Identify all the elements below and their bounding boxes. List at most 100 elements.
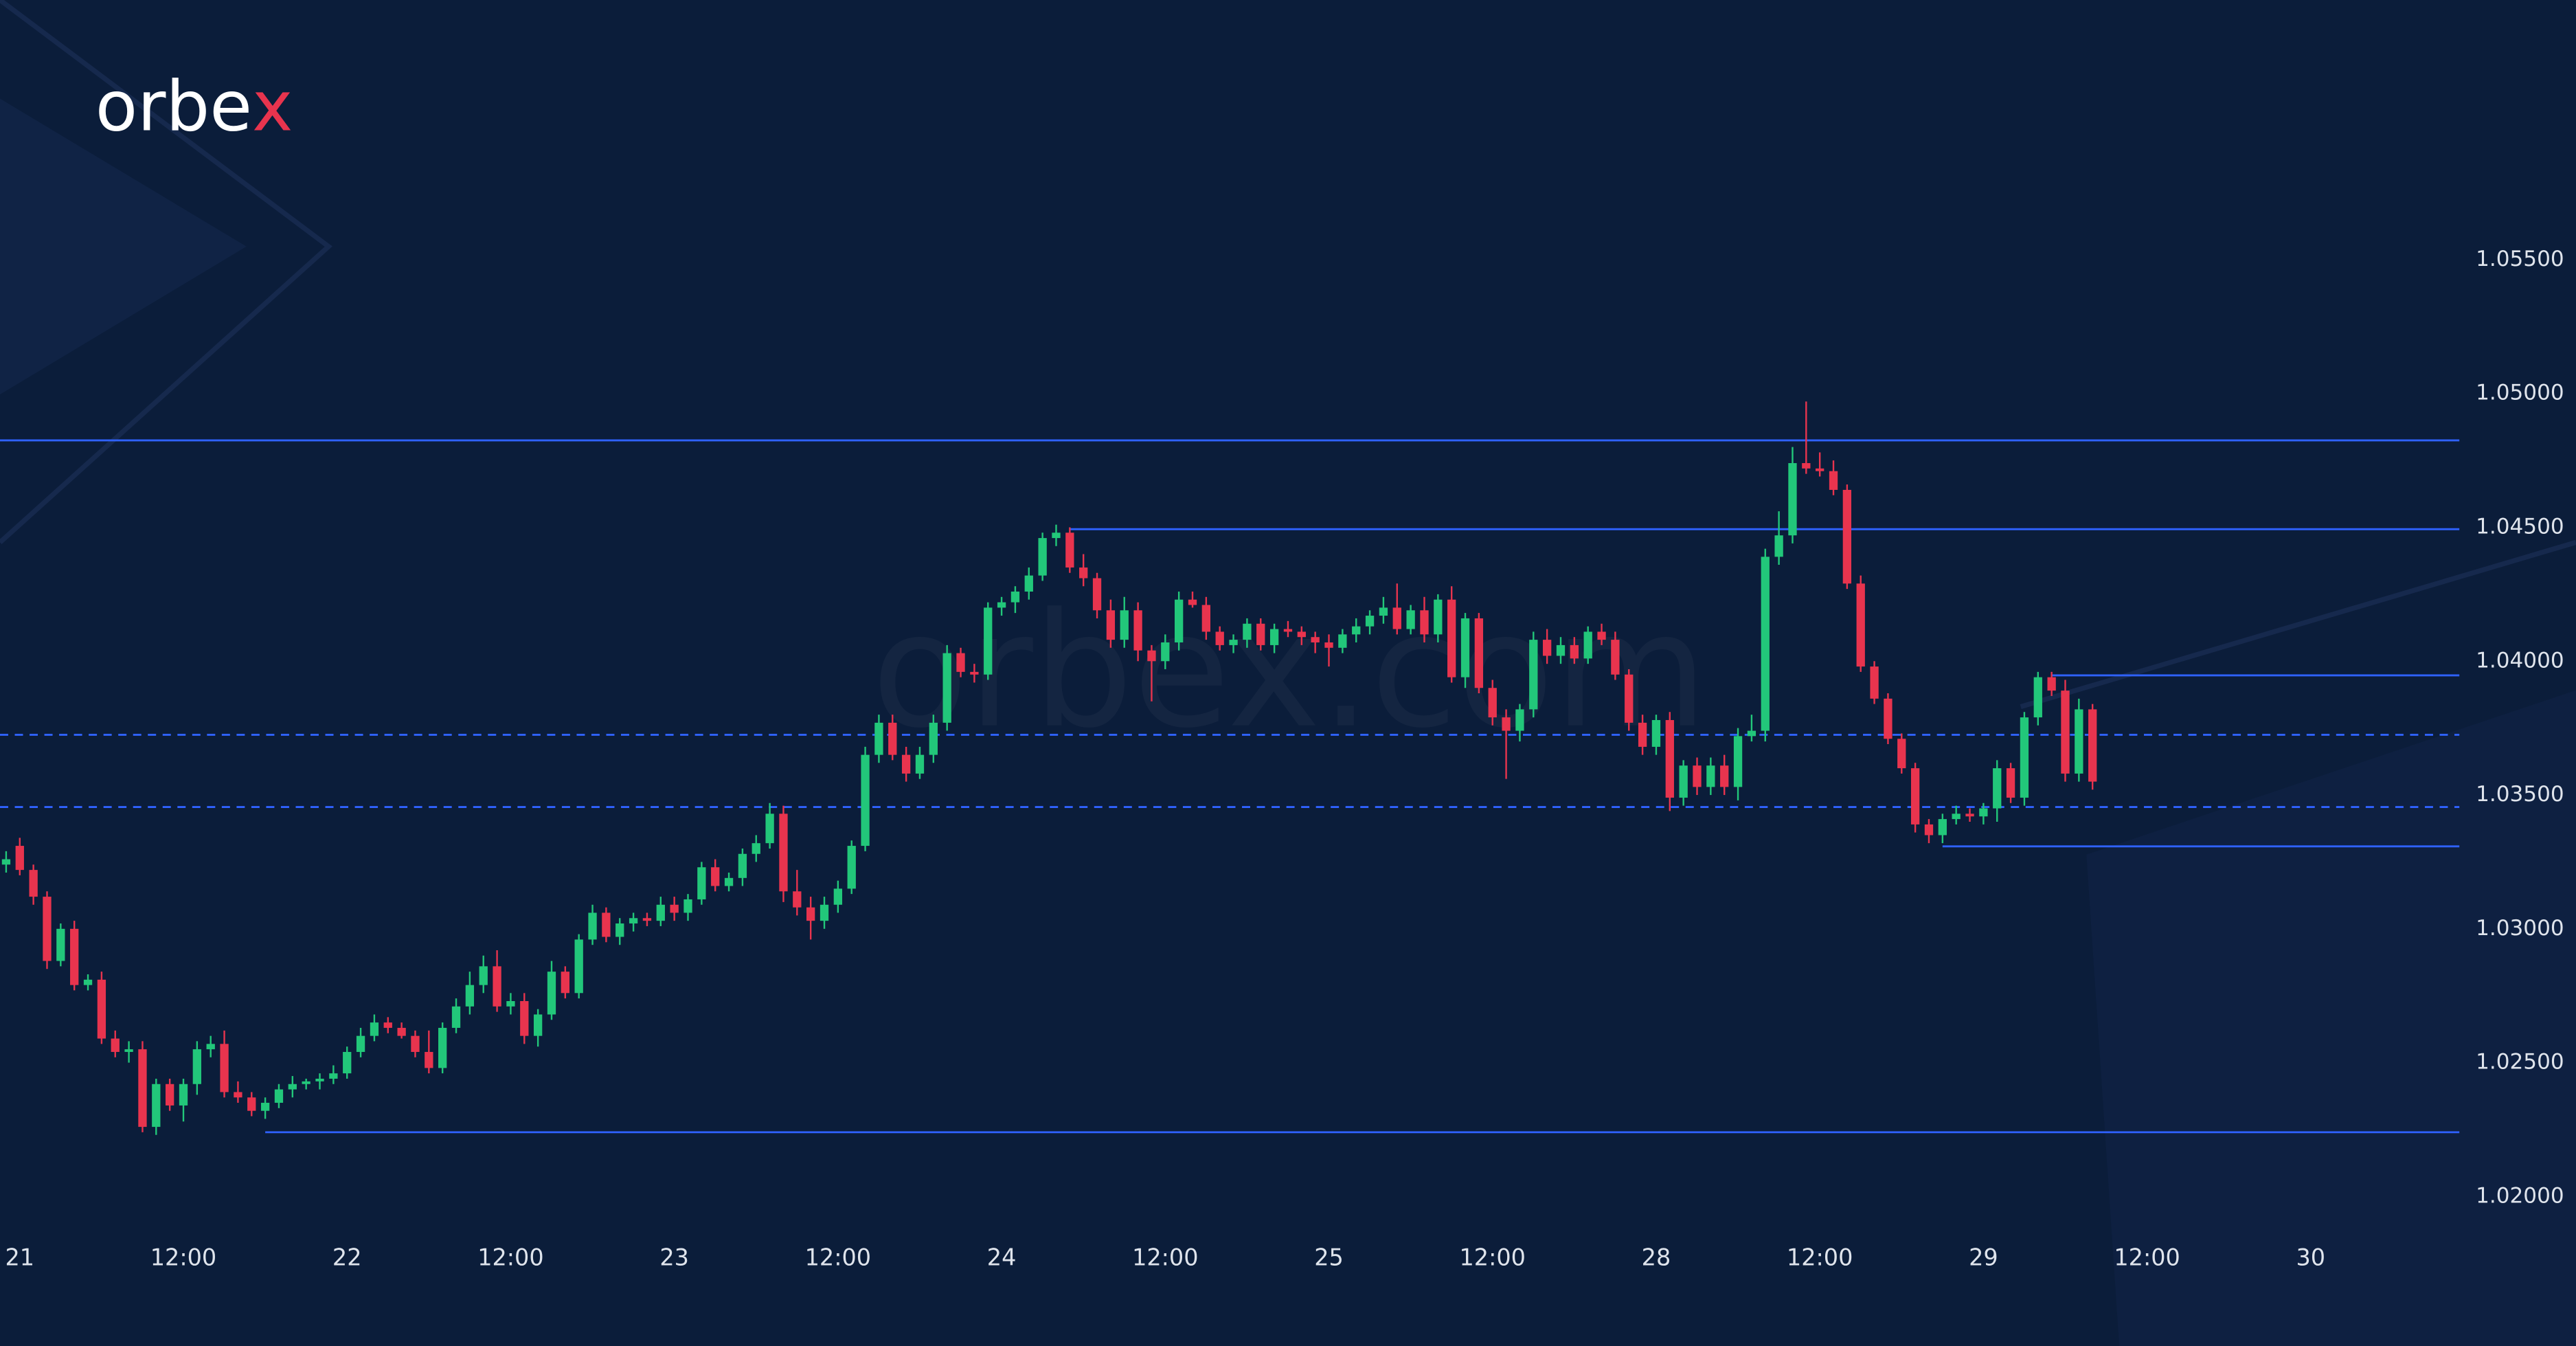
candle-body — [1406, 610, 1415, 629]
candle-body — [588, 912, 597, 940]
candle-body — [752, 843, 760, 854]
x-tick-label: 24 — [987, 1244, 1017, 1271]
candle-body — [1747, 730, 1756, 737]
candle-body — [942, 653, 951, 723]
candle-body — [574, 939, 583, 994]
candle-body — [29, 870, 38, 897]
candle-body — [1938, 819, 1947, 835]
candle-body — [1434, 599, 1443, 635]
y-tick-label: 1.03000 — [2476, 916, 2564, 941]
candle-body — [847, 846, 856, 889]
candle-body — [97, 979, 106, 1039]
x-tick-label: 29 — [1969, 1244, 1998, 1271]
candle-body — [1829, 471, 1838, 490]
candle-body — [1365, 616, 1375, 627]
candle-body — [451, 1006, 461, 1028]
y-tick-label: 1.05500 — [2476, 247, 2564, 271]
y-tick-label: 1.02500 — [2476, 1050, 2564, 1075]
candle-body — [1229, 640, 1238, 645]
candle-body — [629, 918, 638, 924]
candle-body — [1447, 599, 1456, 677]
candle-body — [1856, 583, 1865, 667]
candle-body — [356, 1035, 365, 1053]
candle-body — [192, 1049, 202, 1084]
bg-shape — [2086, 690, 2576, 1346]
candle-body — [874, 722, 883, 755]
bg-chevron-outline — [0, 0, 332, 545]
candle-body — [1311, 637, 1320, 643]
candle-body — [984, 607, 993, 675]
candle-body — [1010, 591, 1020, 603]
candle-body — [2020, 717, 2029, 798]
candle-body — [833, 888, 843, 905]
candle-body — [1693, 765, 1702, 787]
x-tick-label: 12:00 — [1787, 1244, 1853, 1271]
candle-body — [697, 867, 706, 899]
candle-body — [43, 897, 52, 961]
candle-body — [1065, 532, 1074, 568]
candle-body — [1269, 629, 1279, 645]
candle-body — [1529, 640, 1538, 710]
candle-body — [1147, 650, 1156, 662]
candle-body — [1092, 578, 1102, 611]
candle-body — [997, 602, 1006, 608]
candle-body — [1488, 688, 1497, 718]
candle-body — [1283, 629, 1293, 632]
candle-body — [1052, 532, 1061, 539]
candle-body — [929, 722, 938, 755]
candle-body — [1570, 644, 1579, 659]
candle-body — [1188, 599, 1197, 605]
x-tick-label: 21 — [5, 1244, 34, 1271]
candle-body — [806, 907, 815, 921]
candle-body — [547, 972, 556, 1015]
candle-body — [274, 1089, 284, 1103]
candle-body — [343, 1052, 352, 1074]
candle-body — [165, 1084, 174, 1106]
candle-body — [370, 1022, 379, 1036]
x-tick-label: 12:00 — [805, 1244, 871, 1271]
candle-body — [1215, 631, 1224, 645]
y-tick-label: 1.03500 — [2476, 782, 2564, 807]
candle-body — [1706, 765, 1715, 787]
x-tick-label: 12:00 — [150, 1244, 216, 1271]
candle-body — [1297, 631, 1306, 638]
candle-body — [1201, 605, 1211, 632]
candle-body — [465, 985, 475, 1007]
candle-body — [411, 1035, 420, 1053]
candle-body — [83, 979, 93, 985]
candle-body — [1, 859, 11, 865]
candle-body — [1733, 736, 1743, 787]
candle-body — [1884, 698, 1893, 739]
candle-body — [506, 1000, 515, 1007]
candle-body — [1802, 463, 1811, 469]
candle-body — [1460, 618, 1470, 677]
candle-body — [1625, 674, 1634, 723]
logo: orbex — [95, 67, 293, 147]
candle-body — [1542, 640, 1552, 656]
candle-body — [234, 1092, 242, 1098]
candle-body — [656, 904, 665, 921]
candle-body — [479, 966, 488, 985]
candle-body — [1379, 607, 1388, 616]
candle-body — [260, 1103, 270, 1111]
logo-x: x — [252, 67, 293, 147]
x-tick-label: 30 — [2296, 1244, 2326, 1271]
candle-body — [2047, 677, 2056, 691]
candle-body — [1979, 808, 1988, 817]
candle-body — [561, 972, 569, 994]
candle-body — [1243, 623, 1252, 640]
candle-body — [438, 1027, 447, 1068]
candle-body — [397, 1027, 406, 1036]
candle-body — [738, 853, 747, 878]
candle-body — [1338, 634, 1347, 648]
candle-body — [793, 891, 802, 908]
y-tick-label: 1.04500 — [2476, 515, 2564, 539]
candle-body — [670, 904, 679, 913]
candle-body — [1679, 765, 1688, 798]
candle-body — [1597, 631, 1606, 640]
candle-body — [1993, 768, 2002, 809]
candle-body — [1816, 468, 1824, 471]
bg-stroke — [2020, 539, 2576, 709]
candle-body — [1897, 739, 1906, 769]
